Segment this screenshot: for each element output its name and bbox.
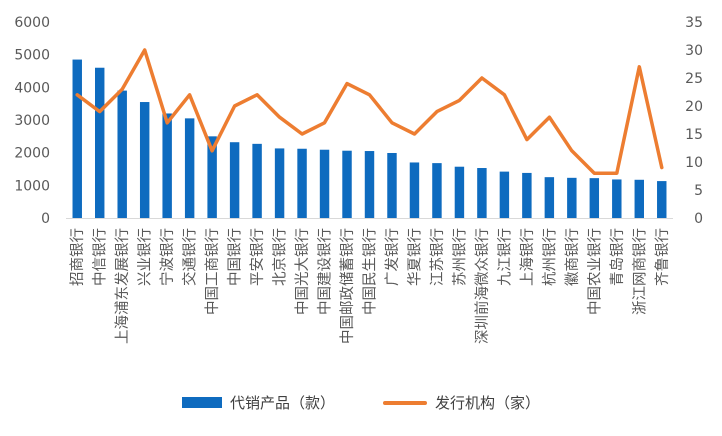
x-tick-label: 华夏银行 [407,228,424,286]
x-tick-label: 交通银行 [181,228,199,286]
x-tick-label: 中国建设银行 [317,228,334,315]
x-tick-label: 中国银行 [227,228,244,286]
x-tick-label: 苏州银行 [451,228,468,286]
bar [207,136,217,218]
bar [229,142,240,218]
x-tick-label: 中信银行 [92,228,109,286]
x-tick-label: 宁波银行 [159,228,176,286]
x-tick-label: 九江银行 [496,228,513,286]
bar [117,90,127,218]
x-tick-label: 中国工商银行 [204,228,221,315]
bar [387,152,397,218]
y-left-tick-label: 5000 [14,48,50,64]
x-tick-label: 平安银行 [249,228,266,286]
bar [544,177,555,218]
y-right-tick-label: 15 [685,127,703,143]
bar [499,171,510,218]
y-left-tick-label: 6000 [14,15,50,31]
x-tick-label: 中国农业银行 [586,228,603,315]
bar [477,168,487,218]
combo-chart: 0 1000 2000 3000 4000 5000 6000 0 5 10 15 20 25 30 35 招… [14,15,703,344]
x-tick-label: 招商银行 [69,228,86,286]
y-right-tick-label: 30 [685,43,703,59]
x-tick-label: 上海浦东发展银行 [114,228,131,344]
x-tick-label: 兴业银行 [137,228,154,286]
x-tick-label: 北京银行 [272,228,289,286]
x-tick-label: 中国光大银行 [294,228,311,315]
x-tick-label: 青岛银行 [609,228,626,286]
x-tick-label: 深圳前海微众银行 [474,228,491,344]
y-left-tick-label: 0 [41,211,50,227]
legend-label-bar: 代销产品（款） [229,394,335,412]
y-left-tick-label: 1000 [14,178,50,194]
legend-swatch-line [383,400,427,405]
bar [409,162,420,218]
bar [162,113,172,218]
bar [634,179,644,218]
legend-label-line: 发行机构（家） [435,394,541,412]
y-left-tick-label: 3000 [14,113,50,129]
x-tick-label: 杭州银行 [541,228,558,286]
legend-item-bar: 代销产品（款） [181,392,335,413]
x-tick-label: 广发银行 [384,228,401,286]
y-right-tick-label: 25 [685,71,703,87]
legend: 代销产品（款） 发行机构（家） [0,392,722,413]
bar [612,179,622,218]
x-tick-label: 徽商银行 [564,228,581,286]
x-tick-label: 浙江网商银行 [631,228,648,315]
bar [522,172,532,218]
x-tick-label: 江苏银行 [429,228,446,286]
y-left-tick-label: 4000 [14,80,50,96]
bar [454,166,465,218]
bar [567,177,577,218]
legend-swatch-bar [181,397,222,408]
bar [297,148,307,218]
x-tick-label: 齐鲁银行 [654,228,671,286]
bar [432,163,442,218]
bar [139,102,150,218]
y-right-tick-label: 20 [685,99,703,115]
bar [72,59,82,218]
y-right-tick-label: 10 [685,155,703,171]
bar [252,143,262,218]
bar [184,118,195,218]
y-right-tick-label: 35 [685,15,703,31]
bar [319,149,330,218]
bar [657,181,667,218]
line-series [75,48,664,175]
legend-item-line: 发行机构（家） [383,392,540,413]
bar [364,151,375,218]
y-right-tick-label: 5 [694,183,703,199]
y-right-tick-label: 0 [694,211,703,227]
bar [589,178,600,218]
x-tick-label: 中国邮政储蓄银行 [339,228,356,344]
x-tick-label: 中国民生银行 [362,228,379,315]
y-left-tick-label: 2000 [14,146,50,162]
x-tick-label: 上海银行 [519,228,536,286]
bar [95,67,105,218]
bar [274,148,285,218]
bar [342,150,352,218]
